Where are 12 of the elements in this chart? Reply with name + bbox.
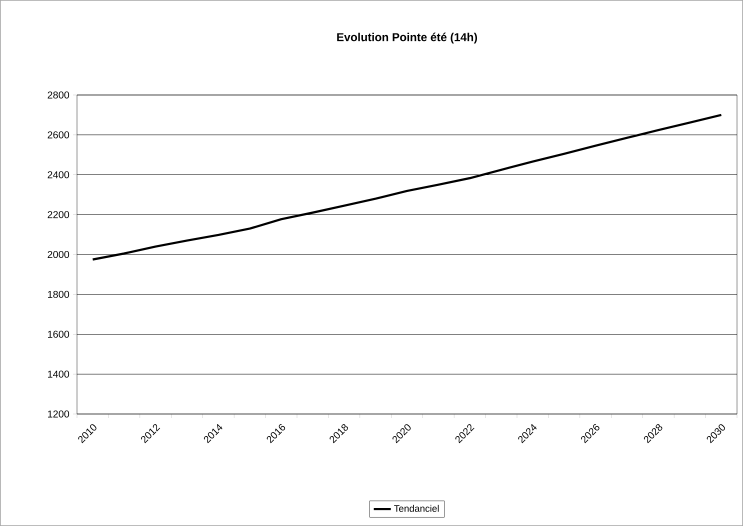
y-tick-label: 2000 (48, 250, 70, 258)
y-tick-label: 1400 (48, 370, 70, 378)
y-tick-label: 1800 (48, 290, 70, 298)
chart-title: Evolution Pointe été (14h) (337, 32, 478, 44)
y-tick-label: 1200 (48, 410, 70, 418)
line-series (92, 114, 722, 261)
y-tick-label: 1600 (48, 330, 70, 338)
y-tick-label: 2200 (48, 211, 70, 218)
y-tick-label: 2600 (48, 131, 70, 138)
y-tick-label: 2400 (48, 171, 70, 178)
legend-label: Tendanciel (394, 504, 439, 512)
y-tick-label: 2800 (48, 91, 70, 99)
